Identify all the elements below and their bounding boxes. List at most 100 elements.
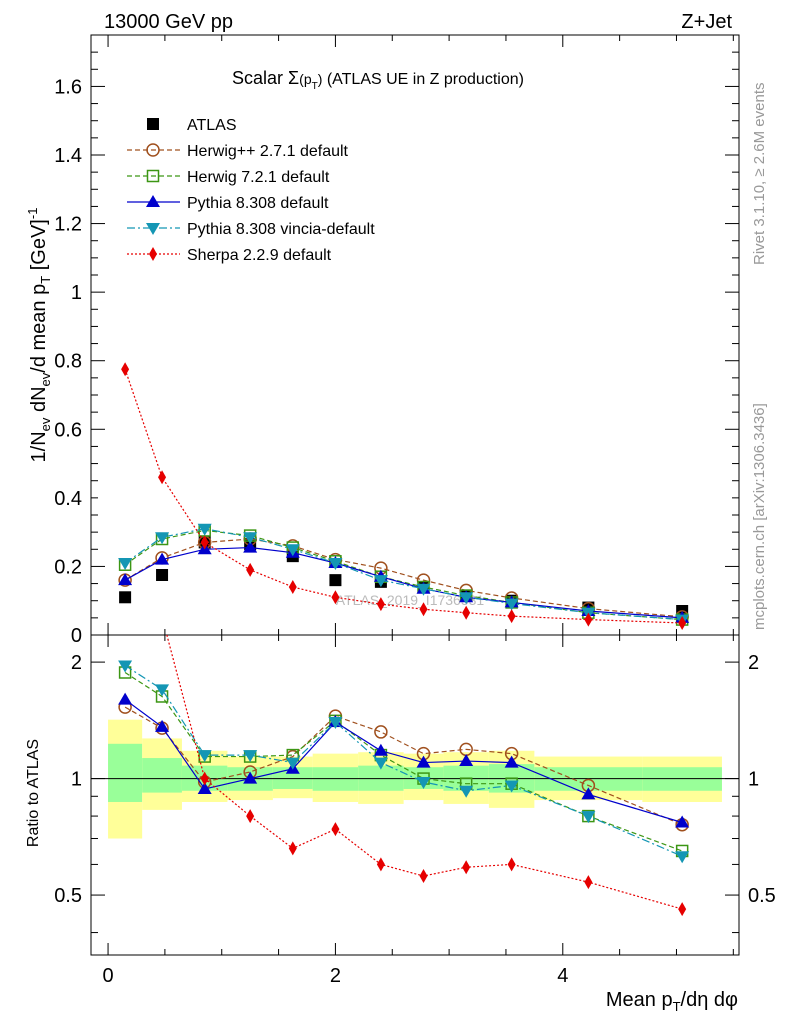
data-point-sherpa: [158, 470, 167, 485]
ratio-point-sherpa: [376, 857, 385, 872]
ratio-point-sherpa: [584, 875, 593, 890]
data-point-pythia: [118, 573, 133, 586]
ratio-y-tick-label-right: 1: [748, 769, 759, 791]
data-point-sherpa: [121, 362, 130, 377]
ratio-point-pythia: [243, 771, 258, 784]
data-point-sherpa: [331, 590, 340, 605]
ratio-point-sherpa: [246, 809, 255, 824]
legend-marker-pythia: [146, 195, 160, 207]
ratio-point-sherpa: [507, 857, 516, 872]
ratio-series-vincia: [118, 660, 690, 864]
x-axis-label: Mean pT/dη dφ: [606, 989, 738, 1014]
ratio-point-pythia: [675, 815, 690, 828]
legend-marker-herwigpp: [146, 143, 160, 157]
data-point-vincia: [373, 575, 388, 588]
series-line-vincia: [124, 528, 683, 621]
ratio-point-sherpa: [121, 445, 129, 459]
main-series: [118, 362, 690, 630]
data-point-atlas: [329, 574, 342, 587]
data-point-sherpa: [584, 612, 593, 627]
ratio-point-vincia: [581, 811, 596, 824]
data-point-atlas: [156, 569, 169, 581]
watermark: ATLAS_2019_I1736531: [336, 592, 485, 608]
ratio-point-vincia: [285, 757, 300, 770]
ratio-point-pythia: [459, 754, 474, 767]
y-tick-label: 1.2: [54, 214, 82, 236]
legend: ATLAS Herwig++ 2.7.1 default Herwig 7.2.1 …: [127, 117, 375, 264]
y-tick-label: 1.6: [54, 76, 82, 98]
legend-label-atlas: ATLAS: [187, 117, 237, 134]
data-point-vincia: [504, 598, 519, 611]
ratio-point-sherpa: [200, 771, 209, 786]
series-sherpa: [121, 362, 687, 630]
y-tick-label: 0.4: [54, 488, 82, 510]
data-point-sherpa: [288, 580, 297, 594]
ratio-y-tick-label-right: 2: [748, 652, 759, 674]
ratio-plot-frame: [90, 634, 740, 956]
y-tick-label: 0.2: [54, 556, 82, 578]
header-left: 13000 GeV pp: [104, 11, 233, 33]
x-tick-label: 4: [557, 965, 568, 987]
legend-entry-pythia: Pythia 8.308 default: [127, 195, 329, 212]
ratio-y-tick-label: 2: [71, 652, 82, 674]
ratio-line-herwigpp: [124, 706, 683, 826]
ratio-point-pythia: [504, 755, 519, 768]
series-line-herwigpp: [124, 538, 683, 618]
legend-label-herwig7: Herwig 7.2.1 default: [187, 169, 330, 186]
ratio-point-herwigpp: [374, 725, 388, 739]
data-point-sherpa: [507, 609, 516, 624]
legend-entry-atlas: ATLAS: [147, 117, 237, 134]
mcplots-source-text: mcplots.cern.ch [arXiv:1306.3436]: [751, 403, 768, 630]
legend-entry-vincia: Pythia 8.308 vincia-default: [127, 221, 375, 238]
band-green-bin: [108, 743, 143, 802]
ratio-point-pythia: [373, 743, 388, 756]
series-line-sherpa: [124, 369, 683, 624]
ratio-point-vincia: [118, 660, 133, 673]
y-tick-label: 0: [71, 625, 82, 647]
ratio-point-pythia: [197, 781, 212, 794]
ratio-point-vincia: [197, 750, 212, 763]
ratio-point-sherpa: [462, 860, 471, 875]
data-point-vincia: [328, 558, 343, 570]
legend-marker-vincia: [146, 223, 160, 235]
axis-tick-labels: 0 2 4 0 0.2 0.4 0.6 0.8 1 1.2 1.4 1.6 0.5 0.5 1 1 2 2: [54, 76, 776, 987]
x-tick-label: 0: [102, 965, 113, 987]
legend-label-vincia: Pythia 8.308 vincia-default: [187, 221, 375, 238]
y-tick-label: 0.8: [54, 351, 82, 373]
data-point-sherpa: [678, 616, 687, 630]
ratio-series-sherpa: [121, 445, 687, 917]
ratio-point-sherpa: [419, 869, 428, 884]
ratio-y-axis-label: Ratio to ATLAS: [25, 739, 42, 847]
data-point-pythia: [243, 540, 258, 553]
ratio-point-sherpa: [158, 610, 166, 624]
legend-entry-sherpa: Sherpa 2.2.9 default: [127, 247, 332, 264]
data-point-sherpa: [462, 605, 471, 620]
ratio-point-vincia: [675, 851, 690, 864]
data-point-vincia: [285, 544, 300, 557]
data-point-vincia: [416, 583, 431, 596]
ratio-point-sherpa: [678, 902, 687, 917]
ratio-point-vincia: [243, 750, 258, 763]
data-point-sherpa: [376, 597, 385, 612]
ratio-y-tick-label-right: 0.5: [748, 885, 776, 907]
ratio-point-vincia: [373, 757, 388, 770]
band-green-bin: [142, 758, 182, 793]
ratio-line-vincia: [124, 664, 683, 857]
ratio-series-pythia: [118, 692, 690, 828]
data-point-vincia: [155, 532, 170, 545]
ratio-point-sherpa: [288, 841, 297, 856]
data-point-sherpa: [246, 562, 255, 577]
ratio-point-vincia: [504, 780, 519, 793]
data-point-vincia: [197, 523, 212, 536]
ratio-point-pythia: [118, 692, 133, 705]
ratio-point-sherpa: [331, 822, 340, 837]
legend-label-herwigpp: Herwig++ 2.7.1 default: [187, 143, 349, 160]
ratio-point-pythia: [155, 719, 170, 732]
x-tick-label: 2: [330, 965, 341, 987]
rivet-version-text: Rivet 3.1.10, ≥ 2.6M events: [751, 83, 768, 266]
header-right: Z+Jet: [681, 11, 732, 33]
y-tick-label: 1.4: [54, 145, 82, 167]
data-point-sherpa: [419, 602, 428, 617]
ratio-series: [118, 445, 690, 917]
